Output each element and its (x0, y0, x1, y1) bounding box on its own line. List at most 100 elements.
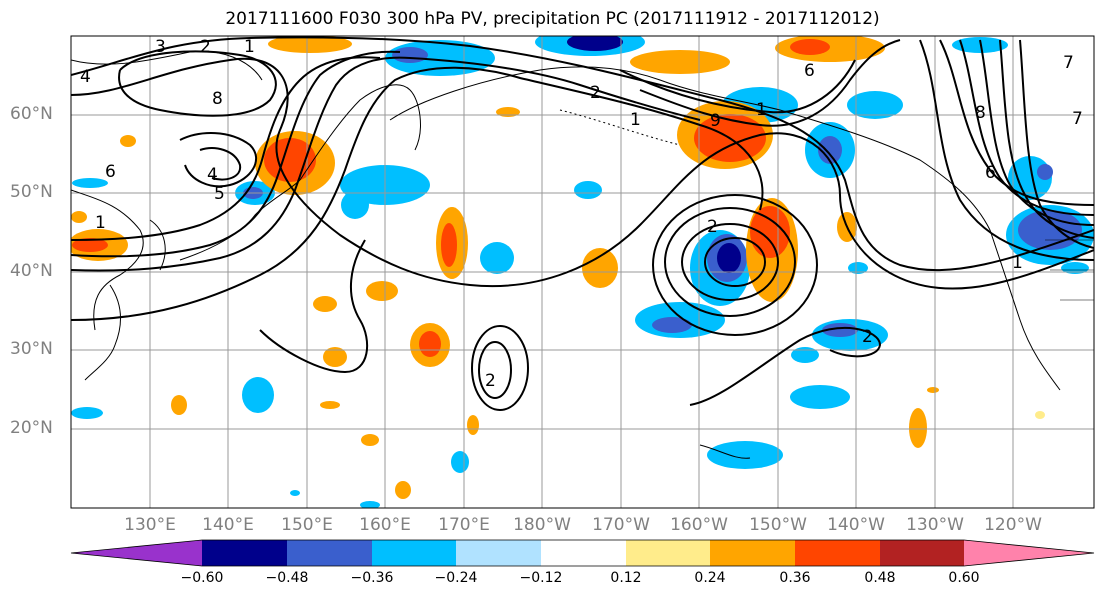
colorbar-tick-label: 0.60 (948, 570, 980, 586)
precip-pos-blob (790, 39, 830, 55)
precip-pos-blob (268, 36, 352, 53)
precip-pos-blob (582, 248, 618, 288)
precip-pos-blob (313, 296, 337, 312)
colorbar-tick-label: −0.48 (265, 570, 309, 586)
hawaii-islands (699, 444, 751, 459)
pv-contour (71, 56, 701, 272)
pv-contour (959, 39, 1094, 216)
precip-neg-blob (1037, 164, 1053, 180)
precip-pos-blob (323, 347, 347, 367)
colorbar-tick-label: −0.36 (350, 570, 394, 586)
colorbar-tick-label: −0.60 (180, 570, 224, 586)
lon-label-170w: 170°W (592, 515, 650, 535)
contour-label: 1 (630, 110, 641, 130)
lon-label-160w: 160°W (670, 515, 728, 535)
contour-label: 8 (975, 103, 986, 123)
precip-neg-blob (360, 501, 380, 508)
contour-label: 7 (1072, 109, 1083, 129)
colorbar-tick-label: 0.12 (610, 570, 642, 586)
pv-contour (939, 39, 1094, 206)
pv-contour (259, 239, 368, 374)
pv-contour (979, 39, 1094, 226)
colorbar-segment (456, 540, 541, 566)
pv-contour (71, 36, 1094, 272)
precip-neg-blob (290, 490, 300, 496)
pv-contour (471, 325, 529, 411)
precip-neg-blob (707, 441, 783, 469)
map-title: 2017111600 F030 300 hPa PV, precipitatio… (225, 9, 880, 29)
coastlines (71, 50, 1094, 459)
lon-label-120w: 120°W (984, 515, 1042, 535)
contour-label: 8 (212, 89, 223, 109)
lat-label-60n: 60°N (10, 104, 53, 124)
lon-label-170e: 170°E (438, 515, 490, 535)
colorbar-tick-label: 0.48 (864, 570, 896, 586)
pv-contour (919, 39, 1094, 261)
precip-pos-blob (750, 206, 790, 258)
contour-label: 6 (105, 162, 116, 182)
precip-neg-blob (717, 243, 741, 273)
pv-contour (71, 50, 401, 258)
pv-contour (179, 132, 257, 188)
precip-neg-blob (72, 178, 108, 188)
pv-contour (199, 147, 242, 181)
aleutian-islands (559, 109, 681, 146)
colorbar-segment (710, 540, 795, 566)
precip-neg-blob (480, 242, 514, 274)
precip-neg-blob (242, 377, 274, 413)
pv-contour (1019, 39, 1094, 249)
lon-label-180w: 180°W (513, 515, 571, 535)
contour-label: 1 (95, 213, 106, 233)
lat-label-30n: 30°N (10, 339, 53, 359)
precip-pos-blob (361, 434, 379, 446)
coastline-asia (71, 189, 144, 331)
precip-pos-blob (366, 281, 398, 301)
contour-label: 2 (862, 327, 873, 347)
colorbar-segment (541, 540, 626, 566)
colorbar (70, 539, 1095, 567)
contour-label: 5 (214, 184, 225, 204)
colorbar-segment (202, 540, 287, 566)
precip-pos-blob (1035, 411, 1045, 419)
precip-pos-blob (171, 395, 187, 415)
precip-pos-blob (72, 238, 108, 252)
map-frame (70, 35, 1095, 509)
pv-contours (71, 36, 1094, 411)
pv-contour (999, 39, 1094, 239)
lon-label-150w: 150°W (749, 515, 807, 535)
colorbar-outline (70, 539, 1095, 567)
contour-label: 4 (80, 67, 91, 87)
contour-label: 1 (756, 100, 767, 120)
us-state-borders (1045, 239, 1094, 301)
pv-contour (639, 39, 901, 127)
contour-label: 9 (710, 111, 721, 131)
precip-neg-blob (567, 36, 623, 51)
precip-pos-blob (395, 481, 411, 499)
contour-label: 6 (985, 163, 996, 183)
precip-neg-blob (818, 136, 842, 164)
lon-label-140w: 140°W (827, 515, 885, 535)
contour-label-group: 3 2 1 4 8 6 4 5 1 2 1 9 6 1 2 2 7 8 6 7 (80, 37, 1083, 391)
coastline-north-america (989, 229, 1061, 391)
lat-label-20n: 20°N (10, 418, 53, 438)
colorbar-segment (795, 540, 880, 566)
precip-pos-blob (441, 223, 457, 267)
lon-label-160e: 160°E (359, 515, 411, 535)
colorbar-segment (287, 540, 372, 566)
colorbar-extend-left (71, 540, 202, 566)
colorbar-segment (626, 540, 710, 566)
lon-label-140e: 140°E (202, 515, 254, 535)
precip-pos-blob (320, 401, 340, 409)
pv-contour (689, 326, 882, 406)
lon-label-130w: 130°W (906, 515, 964, 535)
contour-label: 6 (804, 61, 815, 81)
colorbar-tick-label: 0.36 (779, 570, 811, 586)
pv-contour-low (681, 223, 779, 301)
coastline-china (84, 284, 121, 381)
lon-label-150e: 150°E (281, 515, 333, 535)
contour-label: 1 (1012, 253, 1023, 273)
coastline-kamchatka (299, 84, 421, 181)
lat-label-50n: 50°N (10, 182, 53, 202)
precip-neg-blob (1061, 262, 1089, 274)
